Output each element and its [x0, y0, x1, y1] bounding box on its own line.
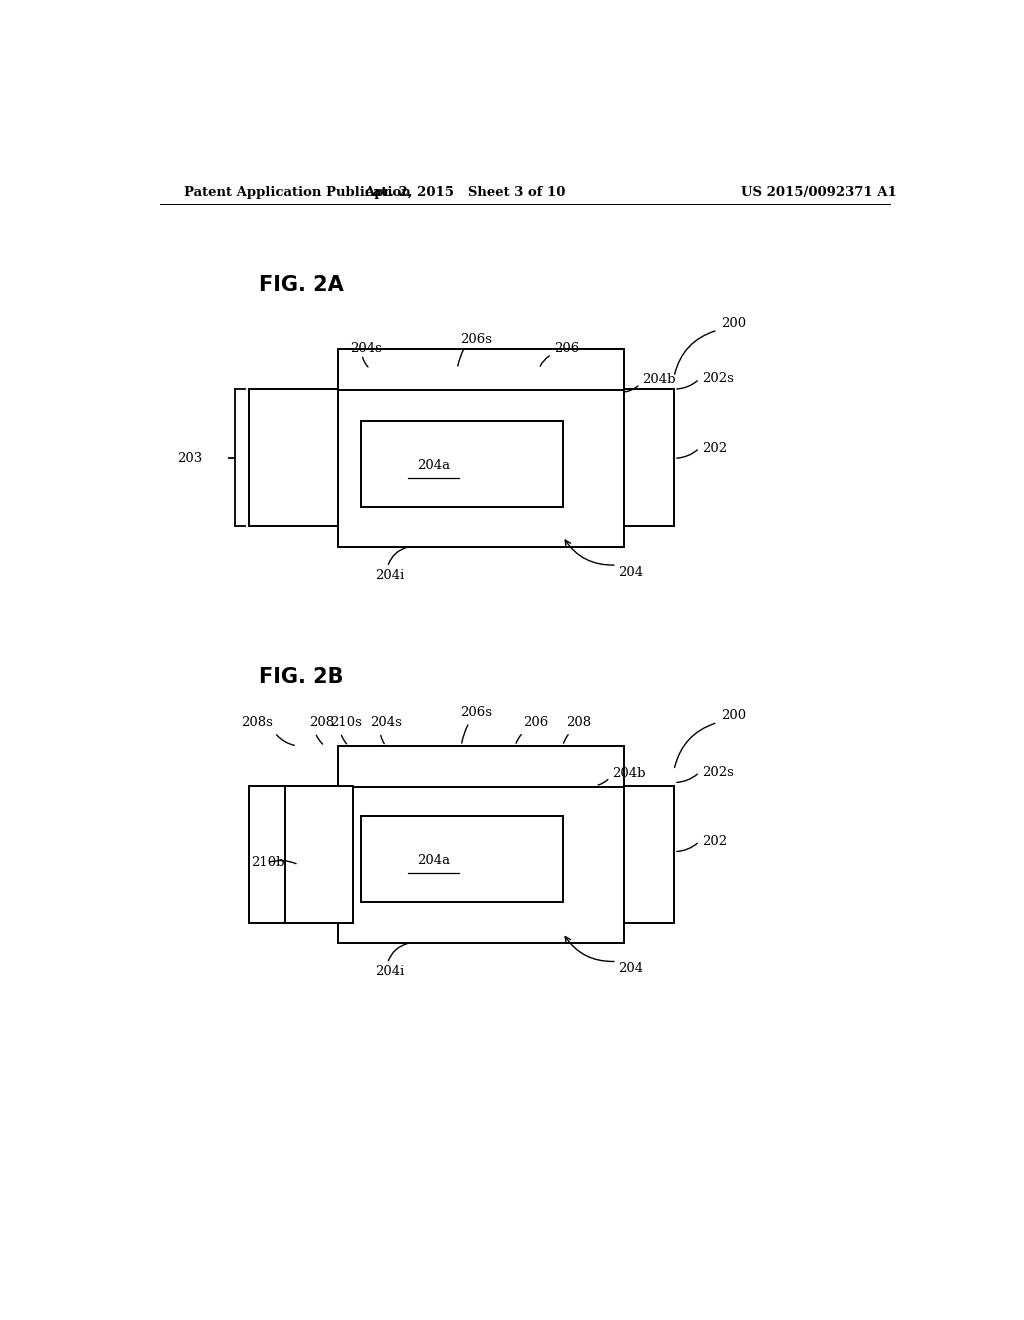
Text: 204i: 204i — [376, 965, 404, 978]
Text: US 2015/0092371 A1: US 2015/0092371 A1 — [740, 186, 896, 199]
Text: 204s: 204s — [350, 342, 382, 355]
Text: 204b: 204b — [642, 374, 676, 387]
Bar — [285, 785, 352, 923]
Bar — [338, 746, 624, 787]
Bar — [338, 350, 624, 391]
Bar — [250, 785, 674, 923]
Text: FIG. 2A: FIG. 2A — [259, 276, 344, 296]
Text: FIG. 2B: FIG. 2B — [259, 667, 343, 686]
Text: 206s: 206s — [460, 333, 492, 346]
Bar — [338, 785, 624, 942]
Text: 204a: 204a — [417, 854, 451, 867]
Text: Patent Application Publication: Patent Application Publication — [183, 186, 411, 199]
Text: 204: 204 — [618, 962, 643, 975]
Text: 206: 206 — [554, 342, 580, 355]
Text: Apr. 2, 2015   Sheet 3 of 10: Apr. 2, 2015 Sheet 3 of 10 — [365, 186, 566, 199]
Text: 204: 204 — [618, 565, 643, 578]
Bar — [360, 421, 563, 507]
Text: 208s: 208s — [242, 715, 273, 729]
Text: 206: 206 — [523, 715, 549, 729]
Text: 208: 208 — [566, 715, 591, 729]
Text: 208: 208 — [309, 715, 334, 729]
Text: 202: 202 — [702, 836, 728, 847]
Text: 204b: 204b — [612, 767, 645, 780]
Bar — [360, 816, 563, 903]
Text: 202: 202 — [702, 442, 728, 454]
Text: 210s: 210s — [331, 715, 362, 729]
Bar — [250, 389, 674, 527]
Text: 203: 203 — [177, 451, 203, 465]
Text: 204i: 204i — [376, 569, 404, 582]
Text: 204s: 204s — [370, 715, 402, 729]
Text: 200: 200 — [722, 317, 746, 330]
Text: 204a: 204a — [417, 459, 451, 471]
Text: 202s: 202s — [702, 372, 734, 385]
Text: 210b: 210b — [251, 857, 285, 870]
Text: 202s: 202s — [702, 766, 734, 779]
Bar — [338, 389, 624, 546]
Text: 206s: 206s — [460, 706, 492, 719]
Text: 200: 200 — [722, 709, 746, 722]
